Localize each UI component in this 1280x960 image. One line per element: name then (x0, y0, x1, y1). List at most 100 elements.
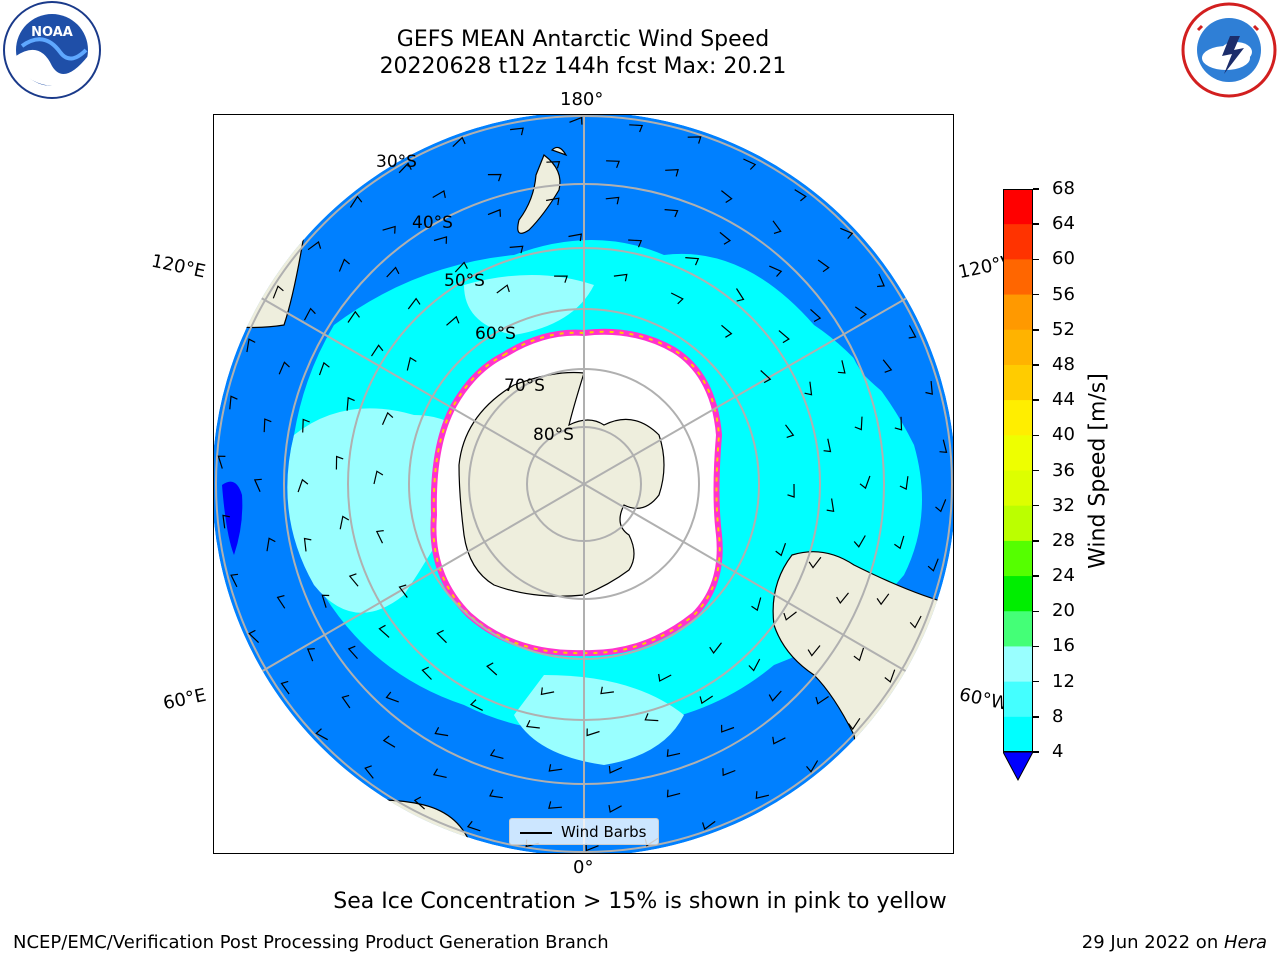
wind-barb (927, 558, 939, 572)
colorbar-tick-mark (1033, 223, 1039, 225)
wind-barb (721, 724, 735, 733)
colorbar-tick-label: 40 (1052, 424, 1075, 446)
colorbar-tick-label: 24 (1052, 565, 1075, 587)
colorbar-tick-label: 52 (1052, 318, 1075, 340)
wind-barb (794, 189, 807, 202)
wind-barb (546, 160, 561, 169)
wind-barb (837, 360, 846, 374)
noaa-logo: NOAA (3, 1, 101, 99)
colorbar-tick-mark (1033, 469, 1039, 472)
wind-barb (859, 475, 871, 490)
colorbar-tick-label: 36 (1052, 459, 1075, 481)
wind-barb (702, 820, 716, 831)
footer-credit: NCEP/EMC/Verification Post Processing Pr… (13, 932, 609, 953)
wind-barb (939, 439, 948, 453)
wind-barb (385, 691, 399, 703)
antarctica-land (458, 371, 665, 597)
wind-barb (569, 116, 583, 125)
colorbar-tick-mark (1033, 434, 1039, 437)
map-legend: Wind Barbs (509, 818, 659, 845)
wind-barb (908, 325, 917, 339)
noaa-logo-text: NOAA (31, 25, 73, 40)
wind-barb (266, 537, 276, 552)
colorbar-tick-label: 48 (1052, 353, 1075, 375)
colorbar-tick-mark (1033, 293, 1039, 296)
colorbar-segment (1003, 189, 1033, 225)
wind-barb (339, 515, 350, 530)
lon-label-180: 180° (560, 89, 604, 110)
wind-barb (806, 760, 819, 773)
wind-barb (884, 669, 896, 683)
colorbar-segment (1003, 716, 1033, 753)
wind-barb (421, 666, 432, 680)
colorbar-tick-label: 12 (1052, 670, 1075, 692)
wind-barb (899, 476, 909, 491)
wind-barb (772, 220, 782, 234)
wind-barb (699, 695, 714, 705)
wind-barb (434, 727, 449, 737)
colorbar-tick-mark (1033, 540, 1039, 542)
colorbar-segment (1003, 540, 1033, 577)
lat-label-70s: 70°S (504, 376, 545, 396)
wind-barb (303, 307, 316, 321)
wind-barb (554, 275, 568, 283)
wind-barb (230, 573, 239, 588)
legend-wind-barb-line (520, 832, 552, 834)
sea-ice-edge-inner (432, 330, 721, 655)
colorbar-segment (1003, 470, 1033, 507)
wind-barb (548, 801, 562, 809)
wind-barb (386, 266, 400, 278)
wind-barb (338, 258, 350, 272)
colorbar-tick-mark (1033, 610, 1039, 612)
colorbar-segment (1003, 505, 1033, 542)
wind-barb (751, 597, 762, 612)
wind-barb (775, 543, 787, 557)
wind-barb (222, 514, 231, 529)
wind-barb (785, 424, 795, 438)
wind-barb (876, 593, 890, 606)
chart-subtitle: 20220628 t12z 144h fcst Max: 20.21 (379, 54, 787, 79)
colorbar-tick-label: 68 (1052, 178, 1075, 199)
wind-barb (810, 308, 822, 323)
colorbar-tick-label: 64 (1052, 213, 1075, 235)
lat-label-30s: 30°S (376, 152, 417, 172)
colorbar-tick-mark (1033, 399, 1039, 401)
wind-barb (297, 478, 309, 493)
graticule (214, 115, 953, 853)
wind-barb (666, 749, 681, 757)
wind-barb (263, 418, 272, 433)
wind-barb (783, 611, 797, 621)
nws-logo (1181, 2, 1277, 98)
wind-barb (755, 791, 770, 799)
wind-barb (685, 257, 700, 266)
wind-barb (454, 261, 468, 273)
wind-barb (272, 285, 284, 299)
wind-barb (823, 438, 832, 453)
wind-barb (407, 297, 421, 310)
wind-barb (318, 361, 330, 376)
wind-barb (349, 195, 363, 208)
wind-barb (853, 647, 865, 662)
wind-barb (769, 265, 783, 277)
wind-barb (347, 310, 360, 323)
colorbar-tick-mark (1033, 645, 1039, 648)
wind-barb (687, 136, 702, 144)
wind-barb (909, 615, 922, 629)
lat-label-60s: 60°S (475, 324, 516, 344)
wind-barb (341, 694, 351, 709)
ocean-high-wind-north (464, 275, 594, 335)
colorbar-segment (1003, 576, 1033, 612)
polar-map (214, 115, 953, 853)
wind-barb (807, 645, 821, 657)
wind-barb (836, 592, 849, 605)
wind-barb (778, 330, 790, 344)
wind-barbs (217, 116, 948, 852)
colorbar-tick-mark (1033, 751, 1039, 753)
footer-date-text: 29 Jun 2022 on (1081, 932, 1224, 953)
wind-barb (586, 728, 600, 737)
wind-barb (853, 535, 866, 548)
colorbar-label: Wind Speed [m/s] (1085, 373, 1111, 569)
wind-barb (760, 370, 772, 384)
wind-barb (398, 584, 408, 598)
wind-barb (433, 236, 448, 244)
